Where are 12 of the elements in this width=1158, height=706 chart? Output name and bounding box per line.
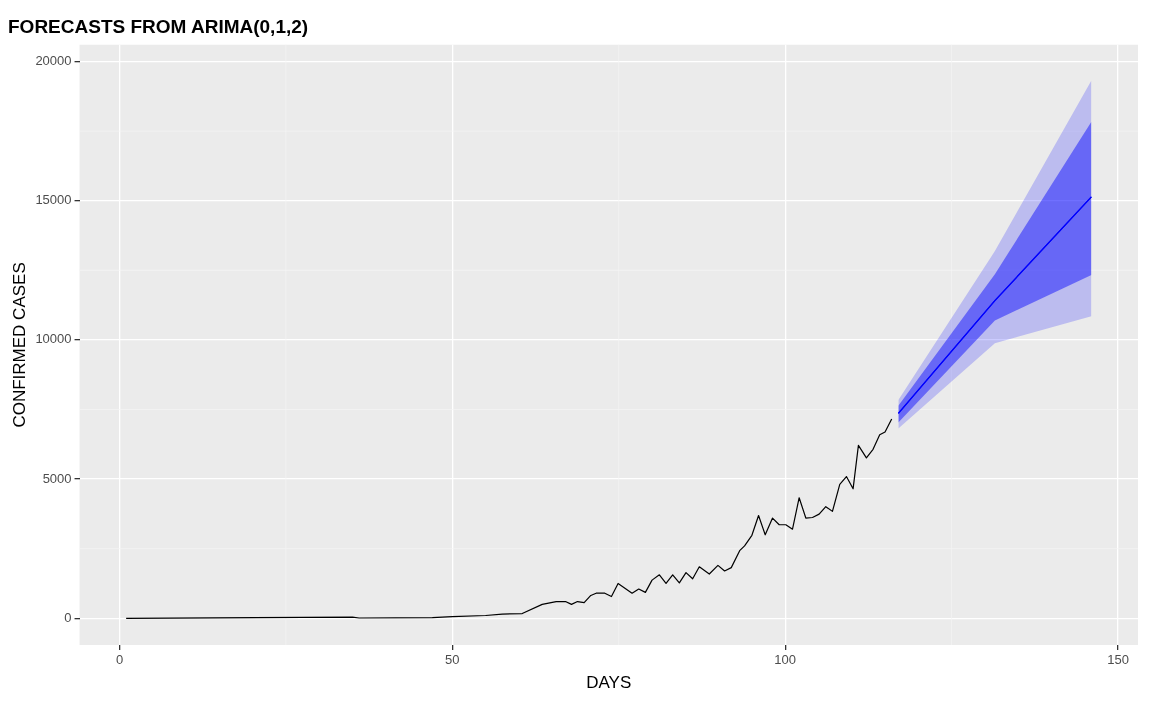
x-axis-title: DAYS [586, 673, 632, 693]
y-tick-label: 15000 [35, 192, 72, 208]
y-axis-title: CONFIRMED CASES [9, 262, 29, 428]
x-tick-label: 100 [774, 652, 797, 668]
x-tick-label: 50 [445, 652, 460, 668]
x-tick-label: 150 [1107, 652, 1129, 668]
y-tick-label: 0 [64, 609, 72, 625]
y-tick-label: 10000 [35, 331, 72, 347]
x-tick-label: 0 [115, 652, 124, 668]
y-tick-label: 20000 [35, 53, 72, 69]
chart-title: FORECASTS FROM ARIMA(0,1,2) [8, 15, 309, 37]
y-tick-label: 5000 [42, 470, 72, 486]
